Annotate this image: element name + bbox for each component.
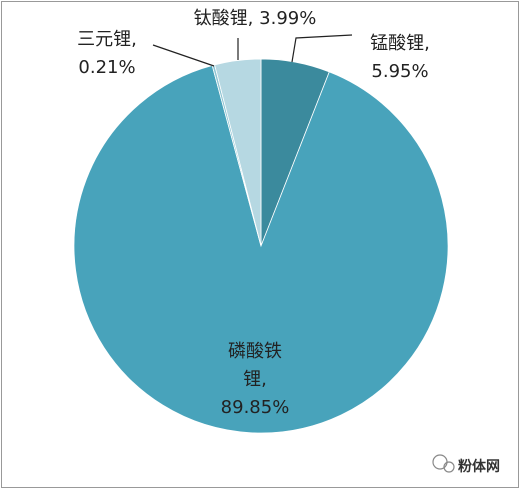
- data-label: 磷酸铁锂, 89.85%: [220, 341, 290, 418]
- pie-slice: [73, 64, 449, 434]
- data-label: 锰酸锂, 5.95%: [370, 33, 430, 82]
- pie-slice: [214, 58, 262, 247]
- watermark-icon: [432, 454, 455, 473]
- data-label: 钛酸锂, 3.99%: [193, 8, 317, 29]
- leader-line: [291, 34, 353, 63]
- leader-line: [152, 44, 215, 67]
- data-label: 三元锂, 0.21%: [77, 29, 137, 78]
- watermark: 粉体网: [458, 459, 500, 475]
